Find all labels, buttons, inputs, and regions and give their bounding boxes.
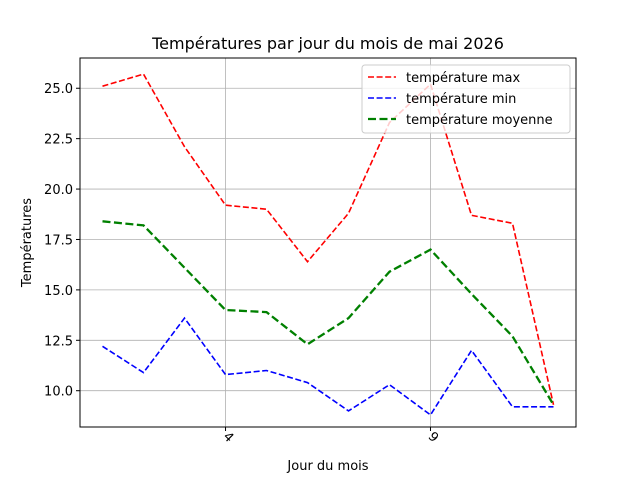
chart-title: Températures par jour du mois de mai 202… <box>151 34 504 53</box>
y-tick-label: 10.0 <box>44 385 73 400</box>
y-tick-label: 25.0 <box>44 82 73 97</box>
y-tick-label: 22.5 <box>44 133 73 148</box>
ticks: 10.012.515.017.520.022.525.04 9 <box>44 82 441 446</box>
series-line-2 <box>102 220 555 406</box>
series-line-0 <box>102 73 555 405</box>
y-tick-label: 20.0 <box>44 183 73 198</box>
series-line-1 <box>102 316 554 417</box>
legend-label-0: température max <box>406 71 520 86</box>
y-tick-label: 17.5 <box>44 233 73 248</box>
legend-box <box>361 64 571 134</box>
legend: température max température min températur… <box>361 64 571 134</box>
legend-label-2: température moyenne <box>406 113 553 128</box>
y-axis-label: Températures <box>20 198 35 288</box>
y-tick-label: 15.0 <box>44 284 73 299</box>
legend-label-1: température min <box>406 92 516 107</box>
y-tick-label: 12.5 <box>44 334 73 349</box>
plot-frame <box>79 57 577 428</box>
series-lines <box>102 73 555 417</box>
x-axis-label: Jour du mois <box>286 459 368 474</box>
